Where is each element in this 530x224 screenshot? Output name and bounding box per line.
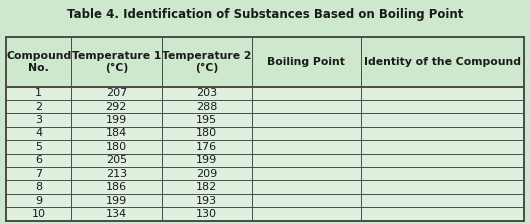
Text: 186: 186 [105,182,127,192]
Text: 209: 209 [196,169,217,179]
Text: 130: 130 [196,209,217,219]
Text: Boiling Point: Boiling Point [268,57,346,67]
Text: 8: 8 [35,182,42,192]
Text: 9: 9 [35,196,42,206]
Bar [6,140,524,154]
Text: 6: 6 [35,155,42,165]
Bar [6,127,524,140]
Text: 292: 292 [105,102,127,112]
Text: 176: 176 [196,142,217,152]
Text: 207: 207 [105,88,127,98]
Bar [6,113,524,127]
Text: 193: 193 [196,196,217,206]
Text: 2: 2 [35,102,42,112]
Text: 5: 5 [35,142,42,152]
Text: 199: 199 [105,115,127,125]
Bar [6,154,524,167]
Text: 3: 3 [35,115,42,125]
Bar [6,167,524,180]
Text: 213: 213 [105,169,127,179]
Text: Compound
No.: Compound No. [6,51,72,73]
Text: Identity of the Compound: Identity of the Compound [364,57,520,67]
Bar [6,207,524,221]
Bar [6,194,524,207]
Text: 4: 4 [35,129,42,138]
Text: Temperature 1
(°C): Temperature 1 (°C) [72,50,161,73]
Text: 180: 180 [196,129,217,138]
Text: Table 4. Identification of Substances Based on Boiling Point: Table 4. Identification of Substances Ba… [67,8,463,21]
Text: 1: 1 [35,88,42,98]
Text: 10: 10 [32,209,46,219]
Text: 203: 203 [196,88,217,98]
Text: 199: 199 [196,155,217,165]
Bar [6,180,524,194]
Text: 180: 180 [105,142,127,152]
Text: 288: 288 [196,102,217,112]
Text: 182: 182 [196,182,217,192]
Bar [6,86,524,100]
Text: 195: 195 [196,115,217,125]
Text: 205: 205 [105,155,127,165]
Bar [6,100,524,113]
Text: 7: 7 [35,169,42,179]
Bar [6,37,524,86]
Text: 134: 134 [105,209,127,219]
Text: Temperature 2
(°C): Temperature 2 (°C) [162,50,252,73]
Text: 184: 184 [105,129,127,138]
Text: 199: 199 [105,196,127,206]
